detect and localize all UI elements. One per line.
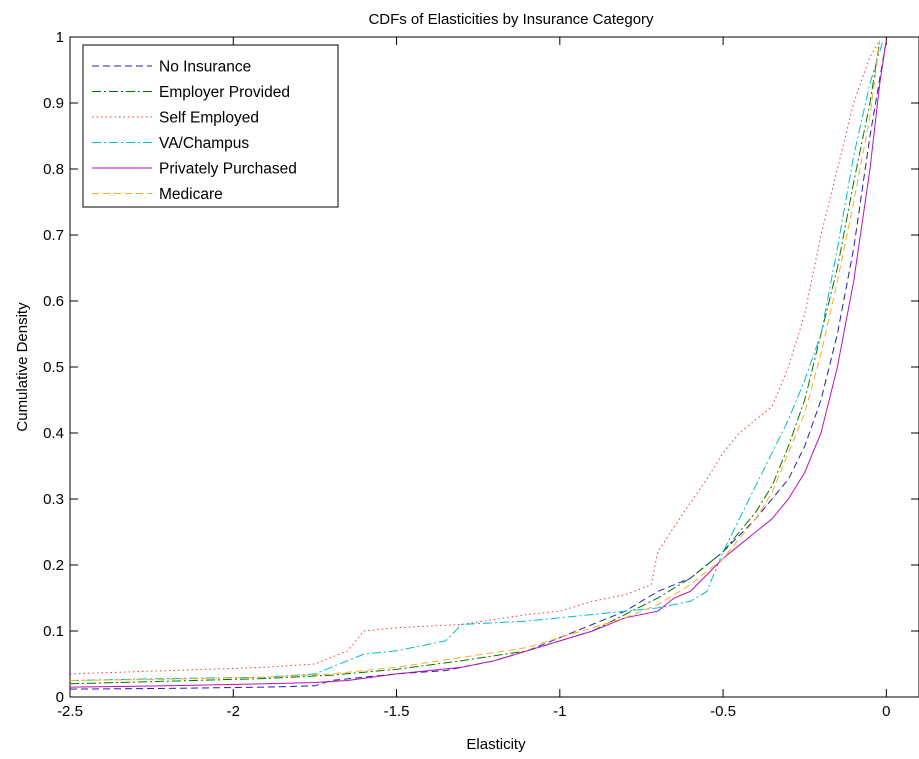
legend-label: Medicare bbox=[159, 186, 223, 203]
legend-label: Employer Provided bbox=[159, 84, 290, 101]
series-line-4 bbox=[70, 40, 884, 681]
x-axis-title: Elasticity bbox=[466, 736, 526, 753]
y-tick-label: 0.9 bbox=[43, 95, 64, 112]
x-tick-label: 0 bbox=[882, 703, 890, 720]
y-tick-label: 0.5 bbox=[43, 359, 64, 376]
y-tick-label: 0.4 bbox=[43, 425, 64, 442]
legend-box bbox=[82, 44, 339, 208]
x-tick-label: -1 bbox=[553, 703, 566, 720]
y-axis-title: Cumulative Density bbox=[14, 302, 31, 432]
y-tick-label: 0.8 bbox=[43, 161, 64, 178]
chart-title: CDFs of Elasticities by Insurance Catego… bbox=[368, 11, 654, 28]
x-tick-label: -2.5 bbox=[57, 703, 83, 720]
series-line-2 bbox=[70, 40, 881, 685]
x-axis: -2.5 -2 -1.5 -1 -0.5 0 bbox=[57, 37, 891, 720]
y-tick-label: 0.7 bbox=[43, 227, 64, 244]
y-tick-label: 0.1 bbox=[43, 623, 64, 640]
series-line-5 bbox=[70, 40, 887, 688]
legend-label: No Insurance bbox=[159, 59, 251, 76]
series-line-3 bbox=[70, 40, 881, 675]
x-tick-label: -2 bbox=[227, 703, 240, 720]
legend-label: Privately Purchased bbox=[159, 161, 297, 178]
y-axis: 0 0.1 0.2 0.3 0.4 0.5 0.6 0.7 0.8 0.9 1 bbox=[43, 29, 919, 706]
legend: No Insurance Employer Provided Self Employ… bbox=[82, 44, 339, 208]
legend-label: VA/Champus bbox=[159, 135, 249, 152]
x-tick-label: -1.5 bbox=[384, 703, 410, 720]
y-tick-label: 0.2 bbox=[43, 557, 64, 574]
y-tick-label: 0.6 bbox=[43, 293, 64, 310]
legend-label: Self Employed bbox=[159, 110, 259, 127]
y-tick-label: 0 bbox=[56, 689, 64, 706]
y-tick-label: 0.3 bbox=[43, 491, 64, 508]
y-tick-label: 1 bbox=[56, 29, 64, 46]
x-tick-label: -0.5 bbox=[710, 703, 736, 720]
series-layer bbox=[70, 40, 887, 690]
